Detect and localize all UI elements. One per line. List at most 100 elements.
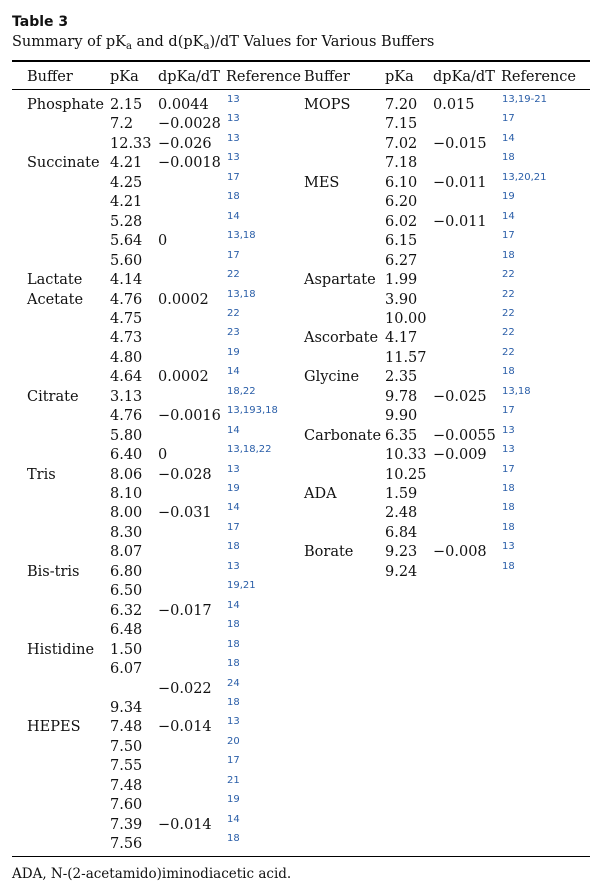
pka-value: 6.02: [385, 213, 418, 230]
reference[interactable]: 18: [502, 560, 515, 572]
reference[interactable]: 13: [227, 560, 240, 572]
pka-value: 6.27: [385, 252, 418, 269]
dpka-value: −0.0055: [433, 427, 496, 444]
dpka-value: −0.014: [158, 719, 212, 736]
table-title: Summary of pKa and d(pKa)/dT Values for …: [12, 33, 592, 52]
pka-value: 9.34: [110, 699, 143, 716]
reference[interactable]: 13,18,22: [227, 444, 272, 456]
reference[interactable]: 13,19-21: [502, 94, 547, 105]
reference[interactable]: 22: [502, 269, 515, 281]
reference[interactable]: 14: [227, 599, 240, 611]
buffer-name: Citrate: [27, 388, 79, 405]
reference[interactable]: 18: [502, 483, 515, 494]
pka-value: 4.80: [110, 349, 143, 366]
reference[interactable]: 22: [227, 269, 240, 281]
buffer-name: Tris: [27, 466, 56, 483]
pka-value: 6.48: [110, 622, 143, 639]
reference[interactable]: 14: [227, 813, 240, 825]
reference[interactable]: 18: [502, 366, 515, 378]
pka-value: 4.73: [110, 330, 143, 347]
reference[interactable]: 17: [227, 249, 240, 261]
reference[interactable]: 18: [227, 541, 240, 553]
reference[interactable]: 22: [502, 346, 515, 358]
reference[interactable]: 13,18: [227, 288, 256, 300]
reference[interactable]: 23: [227, 327, 240, 339]
reference[interactable]: 19: [227, 794, 240, 806]
reference[interactable]: 13: [227, 716, 240, 728]
reference[interactable]: 22: [227, 307, 240, 319]
table-footnote: ADA, N-(2-acetamido)iminodiacetic acid.: [12, 866, 292, 882]
reference[interactable]: 18: [227, 619, 240, 631]
pka-value: 4.17: [385, 330, 418, 347]
table-caption: Table 3 Summary of pKa and d(pKa)/dT Val…: [12, 14, 592, 52]
pka-value: 7.48: [110, 719, 143, 736]
reference[interactable]: 13: [227, 94, 240, 105]
reference[interactable]: 18: [502, 521, 515, 533]
reference[interactable]: 14: [227, 424, 240, 436]
reference[interactable]: 17: [227, 171, 240, 183]
pka-value: 4.14: [110, 272, 143, 289]
reference[interactable]: 13,18: [227, 230, 256, 242]
reference[interactable]: 18: [502, 249, 515, 261]
pka-value: 6.07: [110, 661, 143, 678]
header-pka: pKa: [110, 69, 139, 85]
title-subscript: a: [125, 41, 132, 52]
reference[interactable]: 17: [502, 230, 515, 242]
reference[interactable]: 13: [227, 152, 240, 164]
reference[interactable]: 13: [227, 113, 240, 125]
reference[interactable]: 18,22: [227, 385, 256, 397]
reference[interactable]: 19: [502, 191, 515, 203]
reference[interactable]: 14: [227, 502, 240, 514]
reference[interactable]: 18: [227, 658, 240, 670]
pka-value: 6.32: [110, 602, 143, 619]
reference[interactable]: 19: [227, 346, 240, 358]
reference[interactable]: 18: [502, 502, 515, 514]
reference[interactable]: 21: [227, 774, 240, 786]
reference[interactable]: 17: [227, 521, 240, 533]
reference[interactable]: 13: [502, 541, 515, 553]
pka-value: 6.35: [385, 427, 418, 444]
reference[interactable]: 24: [227, 677, 240, 689]
dpka-value: −0.025: [433, 388, 487, 405]
reference[interactable]: 14: [502, 132, 515, 144]
reference[interactable]: 14: [227, 366, 240, 378]
reference[interactable]: 18: [227, 191, 240, 203]
reference[interactable]: 18: [227, 638, 240, 650]
reference[interactable]: 17: [502, 113, 515, 125]
reference[interactable]: 18: [502, 152, 515, 164]
pka-value: 8.00: [110, 505, 143, 522]
reference[interactable]: 13: [227, 463, 240, 475]
reference[interactable]: 19,21: [227, 580, 256, 592]
buffer-name: Acetate: [27, 291, 84, 308]
reference[interactable]: 17: [227, 755, 240, 767]
reference[interactable]: 17: [502, 405, 515, 417]
dpka-value: −0.014: [158, 816, 212, 833]
reference[interactable]: 22: [502, 307, 515, 319]
dpka-value: −0.011: [433, 213, 487, 230]
reference[interactable]: 20: [227, 735, 240, 747]
pka-value: 3.90: [385, 291, 418, 308]
reference[interactable]: 13,20,21: [502, 171, 547, 183]
header-reference: Reference: [226, 69, 301, 85]
reference[interactable]: 14: [502, 210, 515, 222]
reference[interactable]: 13: [227, 132, 240, 144]
reference[interactable]: 22: [502, 288, 515, 300]
reference[interactable]: 22: [502, 327, 515, 339]
reference[interactable]: 13,193,18: [227, 405, 278, 417]
reference[interactable]: 18: [227, 833, 240, 845]
reference[interactable]: 13,18: [502, 385, 531, 397]
buffer-name: HEPES: [27, 719, 81, 736]
pka-value: 4.64: [110, 369, 143, 386]
reference[interactable]: 13: [502, 444, 515, 456]
pka-value: 7.48: [110, 777, 143, 794]
reference[interactable]: 17: [502, 463, 515, 475]
reference[interactable]: 18: [227, 696, 240, 708]
reference[interactable]: 19: [227, 483, 240, 494]
pka-value: 6.50: [110, 583, 143, 600]
pka-value: 6.20: [385, 194, 418, 211]
dpka-value: −0.008: [433, 544, 487, 561]
pka-value: 12.33: [110, 135, 152, 152]
pka-value: 7.18: [385, 155, 418, 172]
reference[interactable]: 14: [227, 210, 240, 222]
reference[interactable]: 13: [502, 424, 515, 436]
